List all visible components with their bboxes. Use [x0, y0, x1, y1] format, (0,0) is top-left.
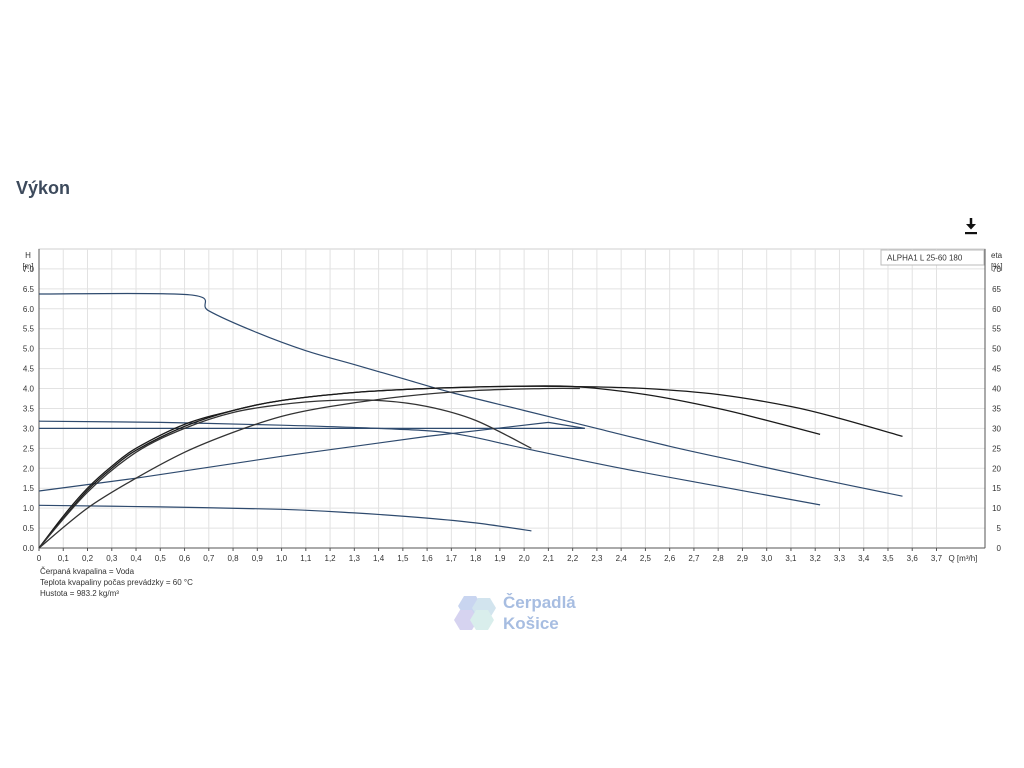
x-tick-label: 0,9 [252, 554, 264, 563]
x-tick-label: 0,7 [203, 554, 215, 563]
x-tick-label: 2,3 [591, 554, 603, 563]
x-tick-label: 0,2 [82, 554, 94, 563]
x-tick-label: 2,9 [737, 554, 749, 563]
efficiency-curve-7 [38, 399, 532, 549]
x-tick-label: 3,2 [810, 554, 822, 563]
x-tick-label: 0,5 [155, 554, 167, 563]
note-density: Hustota = 983.2 kg/m³ [40, 589, 119, 598]
y-right-tick-label: 55 [992, 325, 1001, 334]
y-left-tick-label: 6.0 [23, 305, 35, 314]
x-tick-label: 1,4 [373, 554, 385, 563]
x-tick-label: 1,7 [446, 554, 458, 563]
y-left-tick-label: 0.0 [23, 544, 35, 553]
x-tick-label: 2,8 [713, 554, 725, 563]
y-right-tick-label: 70 [992, 265, 1001, 274]
y-left-tick-label: 1.0 [23, 504, 35, 513]
x-tick-label: 0,1 [58, 554, 70, 563]
head-curve-1 [38, 420, 821, 506]
legend-label: ALPHA1 L 25-60 180 [887, 254, 963, 263]
y-left-tick-label: 4.5 [23, 365, 35, 374]
x-tick-label: 1,5 [397, 554, 409, 563]
y-left-tick-label: 4.0 [23, 385, 35, 394]
x-tick-label: 3,4 [858, 554, 870, 563]
page-title: Výkon [16, 178, 71, 198]
watermark-logo: Čerpadlá Košice [452, 590, 612, 640]
y-right-axis-label: eta [991, 251, 1003, 260]
y-right-tick-label: 15 [992, 484, 1001, 493]
y-right-tick-label: 25 [992, 444, 1001, 453]
x-tick-label: 3,5 [882, 554, 894, 563]
y-left-tick-label: 2.0 [23, 464, 35, 473]
y-left-tick-label: 0.5 [23, 524, 35, 533]
x-tick-label: 0,8 [227, 554, 239, 563]
y-right-tick-label: 40 [992, 385, 1001, 394]
y-right-axis-unit: [%] [991, 262, 1003, 271]
y-right-tick-label: 60 [992, 305, 1001, 314]
x-tick-label: 2,7 [688, 554, 700, 563]
y-left-tick-label: 7.0 [23, 265, 35, 274]
note-liquid: Čerpaná kvapalina = Voda [40, 567, 135, 576]
y-left-axis-unit: [m] [22, 262, 33, 271]
y-left-tick-label: 2.5 [23, 444, 35, 453]
y-right-tick-label: 35 [992, 404, 1001, 413]
y-left-tick-label: 1.5 [23, 484, 35, 493]
x-tick-label: 3,3 [834, 554, 846, 563]
x-tick-label: 2,6 [664, 554, 676, 563]
y-left-tick-label: 3.0 [23, 424, 35, 433]
head-curve-0 [38, 292, 903, 497]
hexagon-logo-icon [454, 596, 496, 630]
y-right-tick-label: 10 [992, 504, 1001, 513]
chart-notes: Čerpaná kvapalina = Voda Teplota kvapali… [40, 566, 193, 599]
x-tick-label: 3,7 [931, 554, 943, 563]
x-tick-label: 0,4 [130, 554, 142, 563]
y-right-tick-label: 20 [992, 464, 1001, 473]
watermark-line1: Čerpadlá [503, 593, 576, 612]
x-tick-label: 2,4 [616, 554, 628, 563]
x-tick-label: 2,2 [567, 554, 579, 563]
y-left-tick-label: 5.5 [23, 325, 35, 334]
y-left-tick-label: 5.0 [23, 345, 35, 354]
x-tick-label: 2,1 [543, 554, 555, 563]
x-tick-label: 3,1 [785, 554, 797, 563]
efficiency-curve-6 [38, 385, 821, 549]
x-tick-label: 1,0 [276, 554, 288, 563]
y-right-tick-label: 5 [997, 524, 1002, 533]
head-curve-2 [38, 504, 532, 532]
x-tick-label: 0,6 [179, 554, 191, 563]
y-right-tick-label: 45 [992, 365, 1001, 374]
chart-axes [38, 249, 986, 551]
x-tick-label: 1,6 [422, 554, 434, 563]
y-right-tick-label: 0 [997, 544, 1002, 553]
x-tick-label: 1,3 [349, 554, 361, 563]
y-left-tick-label: 6.5 [23, 285, 35, 294]
chart-series [38, 292, 903, 549]
x-tick-label: 1,2 [325, 554, 337, 563]
x-tick-label: 2,0 [519, 554, 531, 563]
y-right-tick-label: 30 [992, 424, 1001, 433]
x-tick-label: 1,8 [470, 554, 482, 563]
y-right-tick-label: 50 [992, 345, 1001, 354]
x-tick-label: 3,0 [761, 554, 773, 563]
y-left-tick-label: 3.5 [23, 404, 35, 413]
x-tick-label: 2,5 [640, 554, 652, 563]
efficiency-curve-8 [38, 387, 580, 549]
x-tick-label: 0 [37, 554, 42, 563]
x-axis-label: Q [m³/h] [948, 554, 977, 563]
x-tick-label: 1,1 [300, 554, 312, 563]
note-temperature: Teplota kvapaliny počas prevádzky = 60 °… [40, 578, 193, 587]
x-tick-label: 0,3 [106, 554, 118, 563]
x-tick-label: 3,6 [907, 554, 919, 563]
download-icon[interactable] [963, 216, 979, 236]
y-left-axis-label: H [25, 251, 31, 260]
head-curve-4 [38, 421, 585, 492]
chart-labels: 0 0,1 0,2 0,3 0,4 0,5 0,6 0,7 0,8 0,9 1,0 1,1 1,2 1,3… [22, 249, 1003, 563]
x-tick-label: 1,9 [494, 554, 506, 563]
legend-box [880, 249, 985, 266]
efficiency-curve-5 [38, 385, 903, 549]
watermark-line2: Košice [503, 614, 559, 633]
y-right-tick-label: 65 [992, 285, 1001, 294]
